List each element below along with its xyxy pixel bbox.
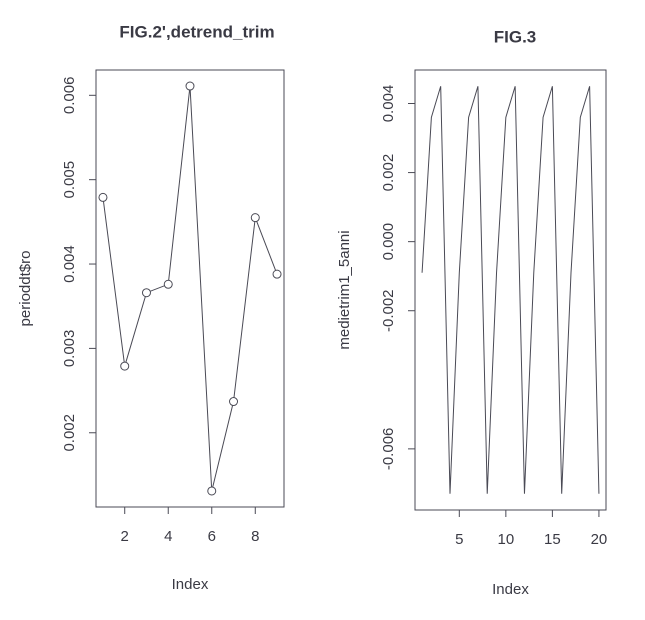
plot-frame	[414, 69, 607, 511]
chart-title: FIG.3	[494, 27, 537, 46]
data-point	[229, 397, 239, 407]
x-axis-label: Index	[492, 581, 529, 598]
data-point	[163, 279, 173, 289]
x-tick-label: 15	[544, 531, 561, 548]
y-tick-label: 0.004	[380, 85, 397, 123]
y-tick-label: 0.000	[380, 223, 397, 261]
x-tick-label: 10	[498, 531, 515, 548]
data-point	[141, 288, 151, 298]
data-point	[272, 269, 282, 279]
x-tick-label: 5	[455, 531, 463, 548]
data-line	[102, 85, 278, 492]
x-tick-label: 20	[591, 531, 608, 548]
x-axis-label: Index	[172, 576, 209, 593]
y-tick-label: 0.004	[61, 245, 78, 283]
x-tick-label: 2	[121, 528, 129, 545]
data-line	[421, 86, 600, 494]
y-tick-label: 0.003	[61, 330, 78, 368]
chart-title: FIG.2',detrend_trim	[119, 22, 274, 41]
y-tick-label: 0.002	[61, 414, 78, 452]
y-tick-label: 0.006	[61, 77, 78, 115]
x-tick-label: 4	[164, 528, 172, 545]
y-axis-label: medietrim1_5anni	[336, 230, 353, 349]
data-point	[250, 213, 260, 223]
data-point	[120, 361, 130, 371]
x-tick-label: 6	[208, 528, 216, 545]
plot-frame	[95, 69, 285, 508]
y-axis-label: perioddt$ro	[17, 251, 34, 327]
y-tick-label: 0.002	[380, 154, 397, 192]
y-tick-label: -0.006	[380, 428, 397, 471]
y-tick-label: -0.002	[380, 289, 397, 332]
y-tick-label: 0.005	[61, 161, 78, 199]
x-tick-label: 8	[251, 528, 259, 545]
data-point	[185, 81, 195, 91]
data-point	[98, 192, 108, 202]
data-point	[207, 486, 217, 496]
